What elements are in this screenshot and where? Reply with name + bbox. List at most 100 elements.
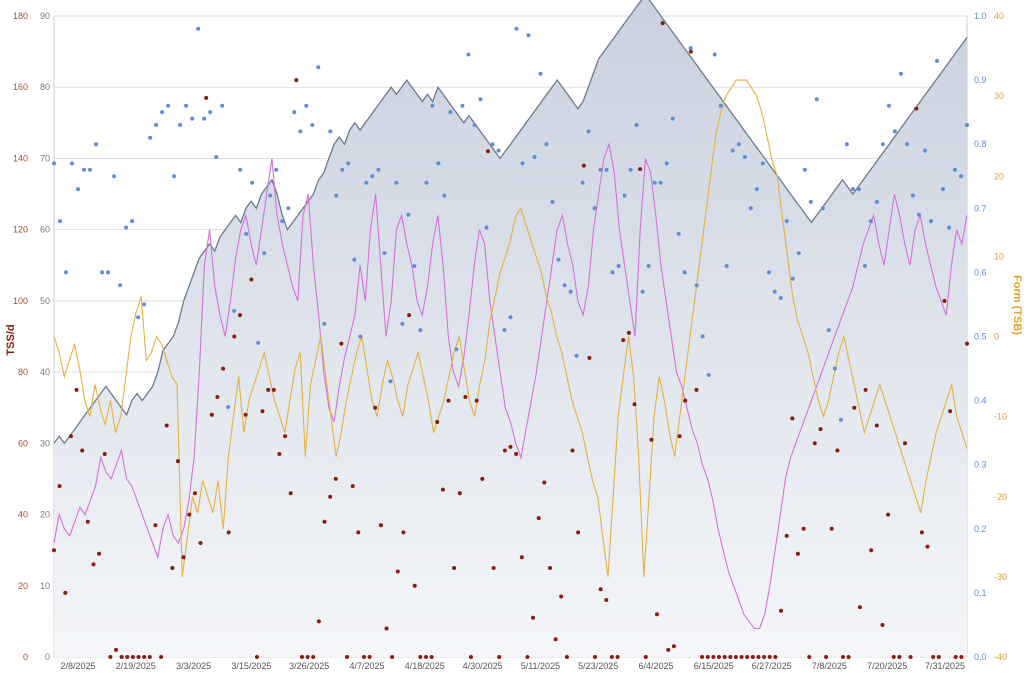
tss-point: [700, 655, 705, 659]
intensity-point: [376, 167, 381, 172]
y-tick-outer-right: 30: [994, 91, 1004, 101]
intensity-point: [604, 167, 609, 172]
tss-point: [502, 448, 507, 453]
tss-point: [497, 655, 502, 659]
intensity-point: [118, 283, 123, 288]
y-tick-inner-right: 0.4: [974, 396, 987, 406]
y-tick-inner-left: 0: [45, 652, 50, 662]
intensity-point: [430, 103, 435, 108]
tss-point: [891, 655, 896, 659]
y-tick-inner-left: 80: [40, 82, 50, 92]
tss-point: [486, 149, 490, 154]
fitness-line: [53, 0, 968, 445]
tss-point: [812, 441, 817, 446]
y-tick-outer-left: 80: [18, 367, 28, 377]
intensity-point: [826, 328, 831, 333]
x-tick: 4/7/2025: [349, 661, 384, 671]
intensity-point: [520, 161, 525, 166]
y-tick-outer-right: 10: [994, 251, 1004, 261]
intensity-point: [124, 225, 129, 230]
intensity-point: [514, 26, 519, 31]
axis-ticks: 0204060801001201401601800102030405060708…: [13, 11, 1007, 671]
intensity-point: [208, 110, 213, 115]
tss-point: [57, 484, 62, 489]
tss-point: [874, 423, 879, 428]
tss-point: [401, 530, 406, 535]
tss-point: [581, 163, 586, 168]
tss-point: [114, 647, 118, 652]
intensity-point: [941, 187, 945, 192]
tss-point: [942, 298, 947, 303]
tss-point: [395, 569, 400, 574]
tss-point: [779, 608, 783, 613]
tss-point: [632, 402, 637, 407]
tss-point: [63, 590, 68, 595]
intensity-point: [754, 187, 759, 192]
intensity-point: [358, 334, 363, 339]
y-tick-outer-left: 40: [18, 510, 28, 520]
y-tick-outer-right: 40: [994, 11, 1004, 21]
tss-point: [294, 78, 299, 83]
tss-point: [841, 655, 845, 659]
tss-point: [469, 655, 473, 659]
intensity-point: [310, 123, 315, 127]
tss-point: [424, 655, 428, 659]
intensity-point: [718, 103, 723, 108]
tss-point: [136, 655, 141, 659]
intensity-point: [802, 167, 807, 172]
tss-point: [829, 526, 834, 531]
tss-point: [886, 512, 891, 517]
tss-point: [508, 444, 513, 449]
x-tick: 5/11/2025: [521, 661, 560, 671]
tss-point: [548, 566, 552, 570]
intensity-point: [256, 340, 261, 345]
x-tick: 6/15/2025: [694, 661, 734, 671]
tss-point: [356, 530, 361, 535]
tss-point: [260, 409, 265, 414]
intensity-point: [478, 97, 483, 102]
intensity-point: [154, 123, 159, 127]
tss-point: [795, 551, 800, 556]
y-tick-outer-right: -10: [994, 412, 1007, 422]
intensity-point: [412, 264, 417, 268]
intensity-point: [400, 321, 405, 326]
intensity-point: [424, 180, 429, 185]
tss-point: [407, 313, 412, 318]
x-tick: 3/15/2025: [231, 661, 271, 671]
intensity-point: [820, 206, 825, 211]
tss-point: [125, 655, 130, 659]
intensity-point: [460, 103, 465, 108]
y-tick-outer-left: 20: [18, 581, 28, 591]
tss-point: [457, 491, 462, 496]
tss-point: [435, 420, 440, 424]
intensity-point: [808, 199, 813, 204]
tss-point: [440, 487, 445, 492]
intensity-point: [929, 219, 933, 224]
intensity-point: [250, 180, 255, 185]
tss-point: [373, 405, 378, 410]
tss-point: [80, 448, 85, 453]
intensity-point: [766, 270, 771, 275]
intensity-point: [232, 308, 237, 313]
tss-point: [305, 655, 310, 659]
intensity-point: [178, 123, 183, 127]
y-tick-inner-right: 0.0: [974, 652, 987, 662]
tss-point: [711, 655, 716, 659]
tss-point: [694, 387, 699, 392]
tss-point: [880, 623, 885, 627]
intensity-point: [760, 161, 765, 166]
y-tick-inner-left: 30: [40, 438, 50, 448]
intensity-point: [184, 103, 189, 108]
tss-point: [773, 655, 778, 659]
y-tick-inner-right: 0.6: [974, 267, 987, 277]
intensity-point: [364, 180, 369, 185]
intensity-point: [574, 353, 579, 358]
tss-point: [863, 387, 868, 392]
intensity-point: [953, 167, 957, 172]
intensity-point: [856, 187, 861, 192]
intensity-point: [58, 219, 62, 224]
intensity-point: [442, 193, 447, 198]
intensity-point: [947, 225, 951, 230]
intensity-point: [850, 187, 855, 192]
intensity-point: [130, 219, 135, 224]
